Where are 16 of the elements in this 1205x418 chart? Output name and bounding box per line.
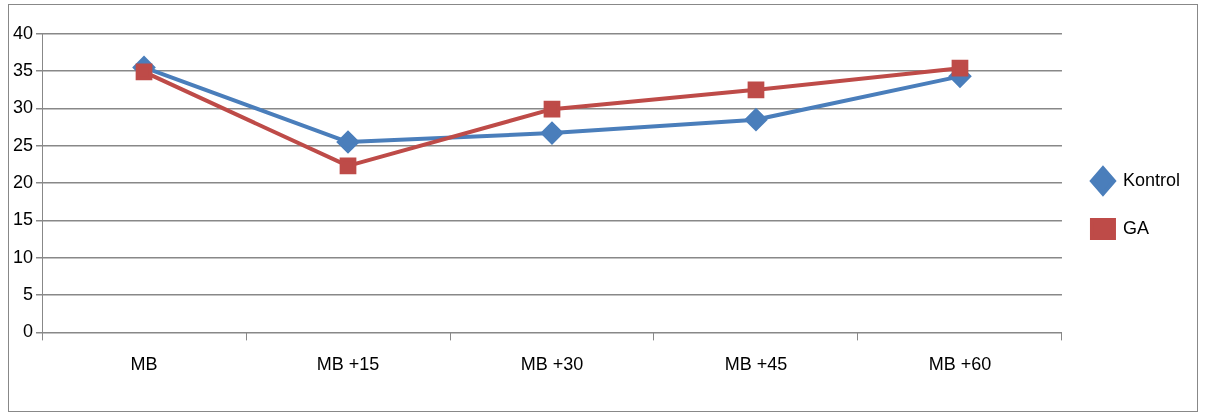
y-tick-label: 10 bbox=[12, 246, 34, 267]
x-tick-label: MB bbox=[130, 354, 158, 375]
y-tick-label: 5 bbox=[23, 284, 34, 305]
y-tick-label: 15 bbox=[12, 209, 34, 230]
x-tick-label: MB +60 bbox=[928, 354, 992, 375]
y-tick-label: 20 bbox=[12, 172, 34, 193]
legend-label: GA bbox=[1122, 217, 1149, 238]
x-tick-label: MB +30 bbox=[520, 354, 584, 375]
x-tick-label: MB +45 bbox=[724, 354, 788, 375]
y-tick-label: 25 bbox=[12, 134, 34, 155]
legend-label: Kontrol bbox=[1122, 169, 1181, 190]
y-tick-label: 0 bbox=[23, 321, 34, 342]
y-tick-label: 30 bbox=[12, 97, 34, 118]
x-tick-label: MB +15 bbox=[316, 354, 380, 375]
y-tick-label: 35 bbox=[12, 60, 34, 81]
y-tick-label: 40 bbox=[12, 22, 34, 43]
